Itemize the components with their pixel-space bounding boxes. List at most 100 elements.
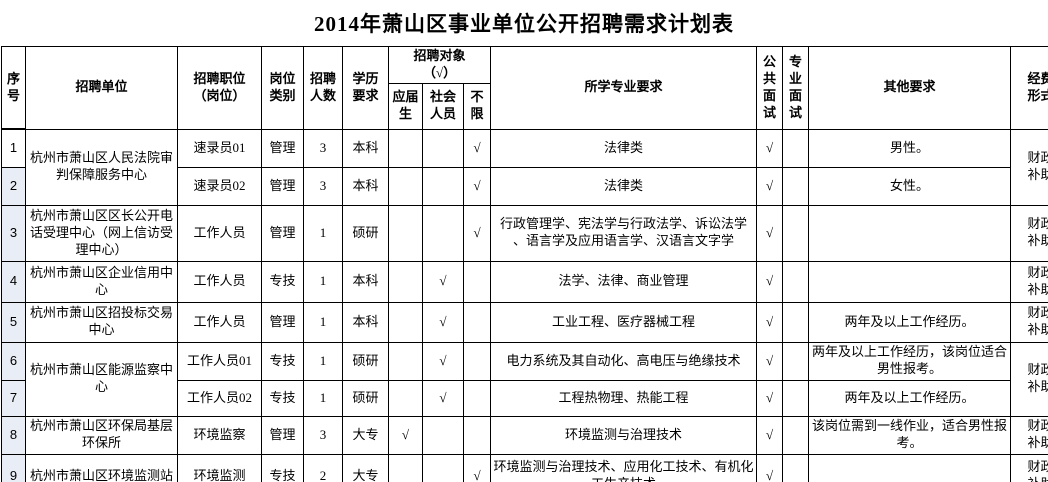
cell-professional-interview[interactable] <box>782 453 810 482</box>
cell-major[interactable]: 工业工程、医疗器械工程 <box>490 301 758 343</box>
cell-other[interactable]: 两年及以上工作经历。 <box>808 379 1012 417</box>
cell-funding[interactable]: 财政 补助 <box>1010 260 1048 303</box>
cell-count[interactable]: 1 <box>303 260 343 303</box>
cell-target-fresh[interactable] <box>388 379 423 417</box>
cell-other[interactable]: 该岗位需到一线作业，适合男性报考。 <box>808 415 1012 455</box>
cell-public-interview[interactable]: √ <box>756 415 784 455</box>
cell-target-social[interactable] <box>422 415 464 455</box>
col-header-major[interactable]: 所学专业要求 <box>490 46 758 130</box>
cell-funding[interactable]: 财政 补助 <box>1010 341 1048 417</box>
cell-professional-interview[interactable] <box>782 415 810 455</box>
col-header-other[interactable]: 其他要求 <box>808 46 1012 130</box>
cell-count[interactable]: 3 <box>303 166 343 206</box>
cell-category[interactable]: 专技 <box>261 453 304 482</box>
cell-target-fresh[interactable] <box>388 453 423 482</box>
cell-target-social[interactable] <box>422 453 464 482</box>
cell-target-social[interactable] <box>422 166 464 206</box>
col-header-target-unlimited[interactable]: 不 限 <box>462 82 492 130</box>
cell-funding[interactable]: 财政 补助 <box>1010 128 1048 206</box>
col-header-category[interactable]: 岗位 类别 <box>261 46 304 130</box>
cell-other[interactable]: 两年及以上工作经历。 <box>808 301 1012 343</box>
cell-position[interactable]: 工作人员01 <box>177 341 262 381</box>
cell-category[interactable]: 管理 <box>261 415 304 455</box>
cell-major[interactable]: 法律类 <box>490 128 758 168</box>
cell-funding[interactable]: 财政 补助 <box>1010 204 1048 262</box>
cell-major[interactable]: 法律类 <box>490 166 758 206</box>
cell-other[interactable]: 男性。 <box>808 128 1012 168</box>
cell-count[interactable]: 3 <box>303 128 343 168</box>
cell-funding[interactable]: 财政 补助 <box>1010 301 1048 343</box>
cell-public-interview[interactable]: √ <box>756 379 784 417</box>
cell-seq[interactable]: 8 <box>1 415 26 455</box>
cell-public-interview[interactable]: √ <box>756 341 784 381</box>
cell-professional-interview[interactable] <box>782 341 810 381</box>
cell-other[interactable] <box>808 204 1012 262</box>
cell-category[interactable]: 管理 <box>261 204 304 262</box>
cell-seq[interactable]: 4 <box>1 260 26 303</box>
cell-category[interactable]: 专技 <box>261 341 304 381</box>
cell-target-unlimited[interactable]: √ <box>462 453 492 482</box>
cell-target-social[interactable] <box>422 128 464 168</box>
cell-professional-interview[interactable] <box>782 301 810 343</box>
cell-target-fresh[interactable] <box>388 128 423 168</box>
cell-professional-interview[interactable] <box>782 204 810 262</box>
col-header-target-group[interactable]: 招聘对象 （√） <box>387 46 492 84</box>
col-header-target-fresh[interactable]: 应届 生 <box>388 82 423 130</box>
cell-funding[interactable]: 财政 补助 <box>1010 415 1048 455</box>
col-header-unit[interactable]: 招聘单位 <box>25 46 178 130</box>
cell-target-unlimited[interactable] <box>462 379 492 417</box>
cell-public-interview[interactable]: √ <box>756 260 784 303</box>
cell-target-unlimited[interactable] <box>462 260 492 303</box>
cell-target-social[interactable]: √ <box>422 260 464 303</box>
cell-target-social[interactable]: √ <box>422 301 464 343</box>
cell-education[interactable]: 大专 <box>342 415 389 455</box>
cell-public-interview[interactable]: √ <box>756 453 784 482</box>
cell-target-fresh[interactable] <box>388 204 423 262</box>
cell-category[interactable]: 管理 <box>261 301 304 343</box>
cell-position[interactable]: 环境监察 <box>177 415 262 455</box>
cell-education[interactable]: 大专 <box>342 453 389 482</box>
cell-position[interactable]: 工作人员 <box>177 301 262 343</box>
cell-category[interactable]: 管理 <box>261 166 304 206</box>
cell-other[interactable] <box>808 260 1012 303</box>
cell-public-interview[interactable]: √ <box>756 128 784 168</box>
cell-education[interactable]: 本科 <box>342 128 389 168</box>
cell-education[interactable]: 硕研 <box>342 341 389 381</box>
col-header-count[interactable]: 招聘 人数 <box>303 46 343 130</box>
cell-education[interactable]: 硕研 <box>342 379 389 417</box>
cell-target-social[interactable]: √ <box>422 379 464 417</box>
cell-seq[interactable]: 6 <box>1 341 26 381</box>
cell-target-unlimited[interactable] <box>462 301 492 343</box>
cell-seq[interactable]: 2 <box>1 166 26 206</box>
cell-major[interactable]: 电力系统及其自动化、高电压与绝缘技术 <box>490 341 758 381</box>
cell-education[interactable]: 本科 <box>342 166 389 206</box>
cell-position[interactable]: 环境监测 <box>177 453 262 482</box>
cell-major[interactable]: 环境监测与治理技术、应用化工技术、有机化工生产技术 <box>490 453 758 482</box>
cell-count[interactable]: 1 <box>303 379 343 417</box>
cell-count[interactable]: 2 <box>303 453 343 482</box>
cell-education[interactable]: 硕研 <box>342 204 389 262</box>
cell-seq[interactable]: 9 <box>1 453 26 482</box>
cell-major[interactable]: 法学、法律、商业管理 <box>490 260 758 303</box>
cell-count[interactable]: 3 <box>303 415 343 455</box>
cell-target-unlimited[interactable] <box>462 341 492 381</box>
cell-position[interactable]: 工作人员 <box>177 260 262 303</box>
cell-professional-interview[interactable] <box>782 166 810 206</box>
col-header-education[interactable]: 学历 要求 <box>342 46 389 130</box>
cell-major[interactable]: 环境监测与治理技术 <box>490 415 758 455</box>
cell-category[interactable]: 管理 <box>261 128 304 168</box>
cell-count[interactable]: 1 <box>303 204 343 262</box>
col-header-funding[interactable]: 经费 形式 <box>1010 46 1048 130</box>
cell-position[interactable]: 速录员02 <box>177 166 262 206</box>
cell-seq[interactable]: 1 <box>1 128 26 168</box>
cell-unit[interactable]: 杭州市萧山区能源监察中心 <box>25 341 178 417</box>
cell-major[interactable]: 工程热物理、热能工程 <box>490 379 758 417</box>
cell-other[interactable]: 女性。 <box>808 166 1012 206</box>
cell-target-unlimited[interactable]: √ <box>462 204 492 262</box>
cell-target-fresh[interactable] <box>388 341 423 381</box>
col-header-public-interview[interactable]: 公 共 面 试 <box>756 46 784 130</box>
cell-count[interactable]: 1 <box>303 301 343 343</box>
cell-other[interactable] <box>808 453 1012 482</box>
cell-unit[interactable]: 杭州市萧山区环境监测站 <box>25 453 178 482</box>
cell-public-interview[interactable]: √ <box>756 301 784 343</box>
